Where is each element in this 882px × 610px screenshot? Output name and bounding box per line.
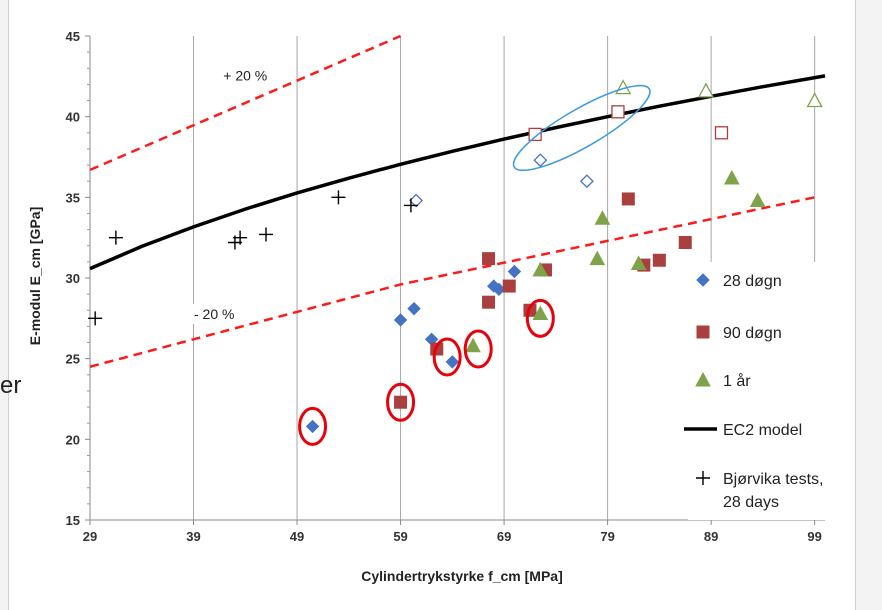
bj-point	[258, 227, 273, 242]
annotation-background	[188, 304, 241, 325]
bj-point	[233, 230, 248, 245]
y-axis-title: E-modul E_cm [GPa]	[27, 207, 43, 345]
upper-line	[89, 34, 402, 172]
legend-box	[688, 262, 852, 520]
legend-label: EC2 model	[723, 422, 802, 439]
yr1-point	[589, 250, 606, 266]
legend: 28 døgn 90 døgn 1 år EC2 model Bjørvika test…	[684, 262, 852, 520]
lower-line	[89, 196, 815, 368]
d28-point	[305, 419, 320, 434]
yr1-point	[594, 210, 611, 225]
bj-point	[331, 190, 346, 205]
x-tick-label: 69	[497, 529, 511, 544]
d28_open-point	[409, 193, 424, 208]
yr1-point	[723, 169, 740, 185]
yr1_open-point	[697, 82, 715, 98]
annotation-background	[219, 65, 272, 86]
x-tick-label: 49	[290, 529, 304, 544]
d90-point	[394, 395, 408, 409]
d90_open-point	[528, 127, 542, 142]
band-annotations: + 20 % - 20 %	[188, 65, 272, 325]
annotation-label: + 20 %	[223, 67, 267, 83]
yr1_open-point	[806, 92, 823, 108]
legend-label: Bjørvika tests,	[723, 471, 823, 488]
right-page-edge	[855, 0, 882, 610]
yr1-point	[465, 337, 481, 353]
highlight-ellipse	[512, 84, 651, 172]
d90-point	[621, 192, 635, 206]
d28_open-point	[533, 153, 548, 168]
d90-point	[678, 236, 692, 250]
d28-point	[445, 355, 460, 369]
legend-label: 28 days	[723, 494, 779, 511]
d28-point	[407, 301, 421, 316]
legend-swatch	[696, 325, 710, 339]
legend-swatch	[696, 273, 710, 287]
y-tick-label: 30	[66, 271, 80, 286]
y-tick-labels: 15 20 25 30 35 40 45	[66, 29, 90, 528]
yr1-point	[532, 261, 549, 277]
bj-point	[403, 198, 418, 213]
d90_open-point	[611, 105, 625, 119]
legend-label: 1 år	[723, 372, 751, 390]
x-tick-label: 39	[186, 529, 200, 544]
d90-point	[482, 295, 496, 309]
x-tick-labels: 29 39 49 59 69 79 89 99	[83, 520, 822, 544]
d90-point	[482, 252, 496, 266]
yr1-point	[630, 255, 647, 270]
annotation-label: - 20 %	[194, 306, 234, 322]
highlight-circle	[432, 337, 462, 377]
legend-label: 28 døgn	[723, 273, 782, 290]
yr1-point	[532, 305, 549, 320]
model-lines	[89, 34, 826, 368]
d90-point	[502, 279, 516, 293]
highlight-circle	[463, 329, 493, 369]
d28-point	[393, 313, 408, 327]
left-page-edge	[0, 0, 9, 610]
legend-label: 90 døgn	[723, 325, 782, 342]
clipped-page-text: er	[0, 372, 22, 399]
highlight-marks	[298, 84, 651, 446]
x-tick-label: 29	[83, 529, 97, 544]
bj-point	[88, 311, 103, 326]
highlight-circle	[525, 298, 555, 338]
ec2-line	[89, 74, 826, 271]
y-tick-label: 35	[66, 190, 80, 205]
x-tick-label: 59	[393, 529, 407, 544]
y-tick-label: 45	[66, 29, 80, 44]
legend-swatch	[695, 371, 711, 387]
bj-point	[108, 230, 123, 245]
y-tick-label: 20	[66, 432, 80, 447]
d28-point	[507, 264, 522, 279]
x-tick-label: 79	[600, 529, 614, 544]
legend-swatch	[696, 471, 710, 485]
y-tick-label: 15	[66, 513, 80, 528]
y-tick-label: 25	[66, 352, 80, 367]
yr1-point	[749, 192, 766, 208]
d90_open-point	[714, 126, 729, 140]
highlight-circle	[298, 406, 328, 446]
x-axis-title: Cylindertrykstyrke f_cm [MPa]	[361, 568, 563, 584]
d90-point	[652, 253, 666, 267]
y-tick-label: 40	[66, 110, 80, 125]
d28_open-point	[579, 174, 594, 189]
highlight-circle	[386, 382, 416, 422]
x-tick-label: 99	[807, 529, 821, 544]
x-tick-label: 89	[704, 529, 718, 544]
